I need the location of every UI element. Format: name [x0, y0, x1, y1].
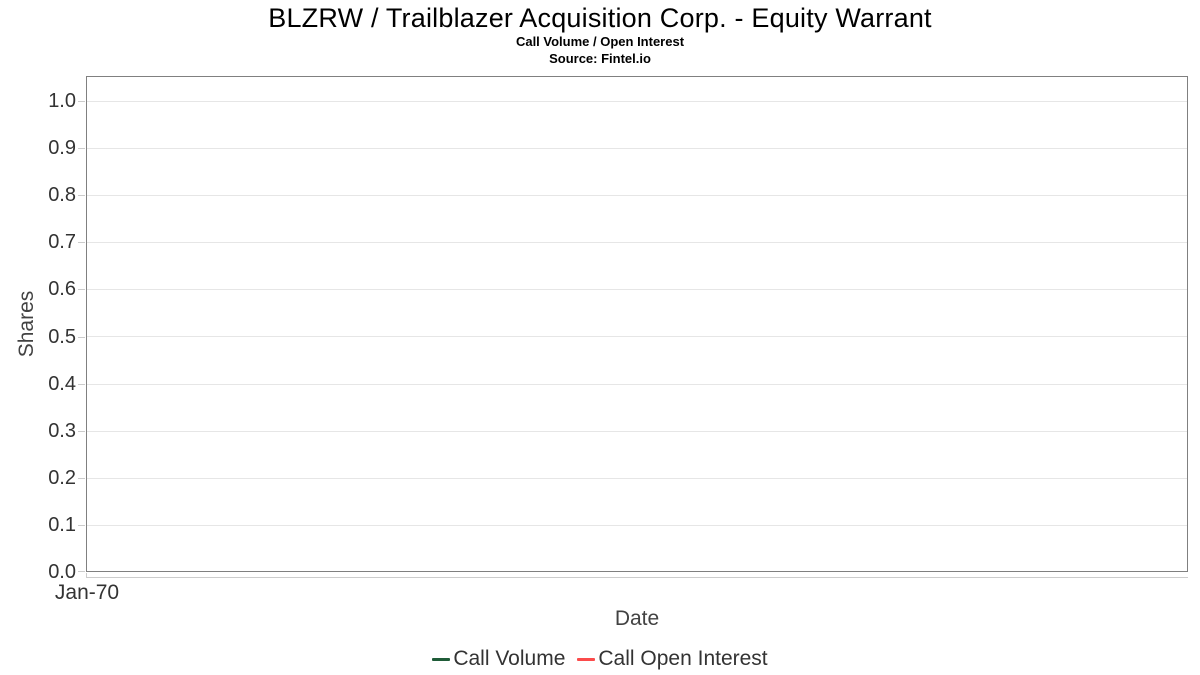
y-axis-tick-mark: [78, 289, 85, 290]
page-title: BLZRW / Trailblazer Acquisition Corp. - …: [268, 3, 932, 33]
x-axis-tick-label: Jan-70: [54, 581, 120, 604]
y-axis-tick-mark: [78, 384, 85, 385]
x-axis-line: [86, 577, 1188, 578]
legend: Call Volume Call Open Interest: [0, 645, 1200, 673]
y-axis-tick-label: 0.8: [48, 184, 76, 206]
y-axis-tick-label: 0.1: [48, 514, 76, 536]
y-axis-tick-label: 0.2: [48, 467, 76, 489]
y-axis-tick-label: 0.5: [48, 326, 76, 348]
gridline: [87, 148, 1187, 149]
y-axis-tick-mark: [78, 337, 85, 338]
x-axis-title: Date: [614, 607, 660, 630]
y-axis-tick-mark: [78, 195, 85, 196]
line-swatch-icon: [432, 657, 451, 661]
y-axis-tick-label: 0.9: [48, 137, 76, 159]
y-axis-tick-mark: [78, 242, 85, 243]
gridline: [87, 431, 1187, 432]
chart-subtitle: Call Volume / Open Interest: [515, 34, 685, 49]
chart-source-note: Source: Fintel.io: [549, 51, 651, 66]
gridline: [87, 525, 1187, 526]
line-swatch-icon: [577, 657, 596, 661]
y-axis-tick-mark: [78, 478, 85, 479]
y-axis-tick-label: 0.4: [48, 373, 76, 395]
gridline: [87, 336, 1187, 337]
y-axis-tick-mark: [78, 101, 85, 102]
y-axis-title: Shares: [15, 290, 38, 358]
legend-item-label: Call Volume: [453, 647, 566, 670]
y-axis-tick-mark: [78, 525, 85, 526]
gridline: [87, 384, 1187, 385]
y-axis-tick-label: 0.3: [48, 420, 76, 442]
plot-area: [86, 76, 1188, 572]
legend-item-call-open-interest[interactable]: Call Open Interest: [577, 647, 768, 671]
y-axis-tick-label: 0.6: [48, 278, 76, 300]
gridline: [87, 242, 1187, 243]
y-axis-tick-mark: [78, 571, 85, 572]
gridline: [87, 195, 1187, 196]
y-axis-tick-mark: [78, 148, 85, 149]
gridline: [87, 478, 1187, 479]
gridline: [87, 289, 1187, 290]
y-axis-tick-label: 0.0: [48, 561, 76, 583]
y-axis-tick-mark: [78, 431, 85, 432]
y-axis-tick-label: 1.0: [48, 90, 76, 112]
x-axis-tick-mark: [86, 573, 87, 578]
y-axis-tick-label: 0.7: [48, 231, 76, 253]
legend-item-label: Call Open Interest: [598, 647, 768, 670]
gridline: [87, 101, 1187, 102]
legend-item-call-volume[interactable]: Call Volume: [432, 647, 565, 671]
